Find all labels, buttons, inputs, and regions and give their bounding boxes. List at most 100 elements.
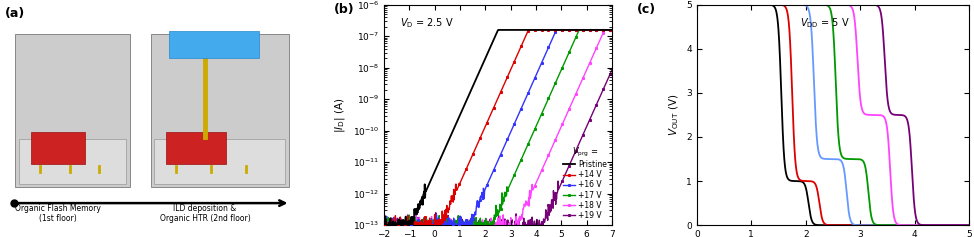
Pristine [419, 183, 431, 186]
+19 V [928, 224, 940, 227]
Line: +18 V: +18 V [696, 5, 969, 225]
+19 V [691, 3, 702, 6]
Text: ILD deposition &
Organic HTR (2nd floor): ILD deposition & Organic HTR (2nd floor) [160, 204, 250, 223]
+18 V [963, 224, 974, 227]
+17 V [378, 228, 390, 231]
Pristine [550, 28, 562, 31]
+18 V [958, 224, 970, 227]
+19 V [482, 224, 494, 227]
+16 V [898, 224, 910, 227]
Line: +14 V: +14 V [696, 5, 969, 225]
+17 V [574, 28, 585, 31]
+18 V [437, 226, 449, 229]
+16 V [963, 224, 974, 227]
+14 V [606, 28, 618, 31]
+18 V [513, 225, 525, 228]
+19 V [963, 224, 974, 227]
+18 V [482, 223, 494, 226]
+16 V [807, 59, 819, 62]
+17 V [419, 222, 431, 225]
Line: +19 V: +19 V [696, 5, 969, 225]
+14 V [437, 222, 449, 225]
Line: +19 V: +19 V [383, 69, 613, 232]
+19 V [796, 3, 807, 6]
Line: +17 V: +17 V [383, 29, 613, 232]
+18 V [738, 3, 750, 6]
Pristine [404, 230, 416, 233]
+19 V [807, 3, 819, 6]
+14 V [796, 179, 807, 182]
+19 V [738, 3, 750, 6]
+19 V [958, 224, 970, 227]
+19 V [606, 68, 618, 71]
Text: (c): (c) [637, 3, 656, 16]
Legend: Pristine, +14 V, +16 V, +17 V, +18 V, +19 V: Pristine, +14 V, +16 V, +17 V, +18 V, +1… [562, 144, 609, 221]
+14 V [390, 230, 401, 233]
+17 V [738, 3, 750, 6]
+19 V [378, 225, 390, 228]
+16 V [419, 224, 431, 227]
+19 V [531, 218, 543, 221]
+17 V [386, 230, 397, 233]
FancyBboxPatch shape [19, 139, 127, 184]
Pristine [738, 3, 750, 6]
+16 V [482, 182, 494, 185]
+17 V [437, 227, 449, 230]
+17 V [963, 224, 974, 227]
+18 V [606, 28, 618, 31]
Pristine [493, 28, 505, 31]
+19 V [390, 230, 401, 233]
+16 V [437, 222, 449, 224]
Pristine [963, 224, 974, 227]
+17 V [796, 3, 807, 6]
+14 V [958, 224, 970, 227]
Text: $V_\mathrm{DD}$ = 5 V: $V_\mathrm{DD}$ = 5 V [801, 16, 850, 30]
+18 V [722, 3, 733, 6]
+16 V [722, 3, 733, 6]
FancyBboxPatch shape [169, 31, 258, 58]
Pristine [513, 28, 525, 31]
Pristine [928, 224, 940, 227]
+19 V [419, 218, 431, 221]
Line: +16 V: +16 V [383, 29, 613, 232]
Pristine [860, 224, 872, 227]
+17 V [722, 3, 733, 6]
+14 V [378, 224, 390, 227]
FancyBboxPatch shape [155, 139, 285, 184]
FancyBboxPatch shape [31, 132, 85, 164]
+16 V [378, 219, 390, 221]
+14 V [531, 28, 543, 31]
FancyBboxPatch shape [16, 35, 130, 187]
+17 V [928, 224, 940, 227]
Pristine [531, 28, 543, 31]
+17 V [482, 227, 494, 230]
+18 V [807, 3, 819, 6]
Line: Pristine: Pristine [384, 30, 612, 232]
Pristine [691, 3, 702, 6]
+16 V [796, 3, 807, 6]
+16 V [550, 28, 562, 31]
+18 V [942, 224, 954, 227]
+14 V [963, 224, 974, 227]
Pristine [378, 222, 390, 225]
+17 V [958, 224, 970, 227]
Text: $V_\mathrm{D}$ = 2.5 V: $V_\mathrm{D}$ = 2.5 V [400, 16, 454, 30]
Text: (a): (a) [5, 7, 25, 20]
+18 V [796, 3, 807, 6]
FancyBboxPatch shape [151, 35, 289, 187]
+16 V [738, 3, 750, 6]
+18 V [419, 230, 431, 233]
Y-axis label: $V_\mathrm{OUT}$ (V): $V_\mathrm{OUT}$ (V) [667, 94, 681, 136]
Line: +14 V: +14 V [383, 29, 613, 232]
+16 V [928, 224, 940, 227]
+14 V [722, 3, 733, 6]
+14 V [738, 3, 750, 6]
+16 V [606, 28, 618, 31]
+16 V [513, 112, 525, 115]
+18 V [928, 224, 940, 227]
+16 V [691, 3, 702, 6]
Line: +17 V: +17 V [696, 5, 969, 225]
FancyBboxPatch shape [167, 132, 226, 164]
Pristine [437, 151, 449, 154]
Pristine [606, 28, 618, 31]
